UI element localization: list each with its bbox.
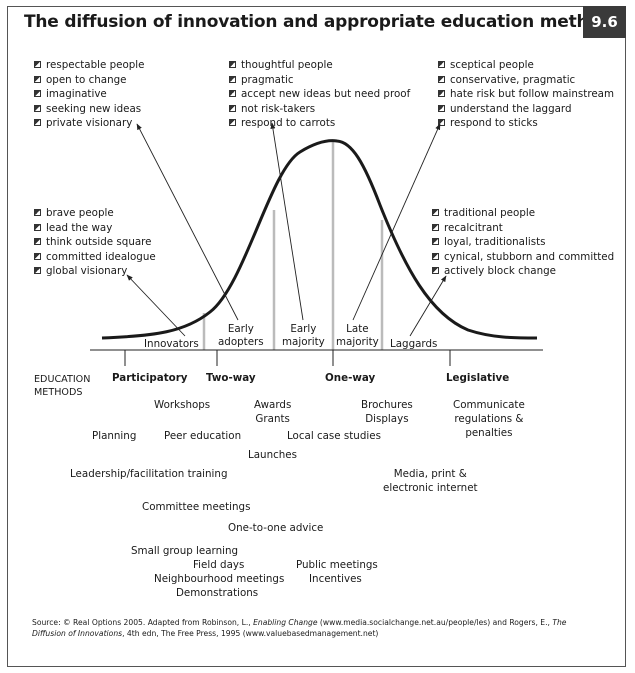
method-leadership-training: Leadership/facilitation training bbox=[70, 468, 228, 480]
source-book1: Enabling Change bbox=[253, 618, 318, 627]
trait-item: private visionary bbox=[33, 116, 145, 131]
method-media-line2: electronic internet bbox=[383, 482, 478, 494]
method-committee-meetings: Committee meetings bbox=[142, 501, 251, 513]
arrow-laggards bbox=[409, 275, 447, 337]
trait-item: pragmatic bbox=[228, 73, 410, 88]
education-label-line1: EDUCATION bbox=[34, 374, 91, 385]
method-media-line1: Media, print & bbox=[393, 468, 467, 480]
trait-item: actively block change bbox=[431, 264, 614, 279]
method-communicate-line1: Communicate bbox=[453, 399, 525, 411]
segment-early-adopters: Early adopters bbox=[218, 323, 264, 349]
arrow-late-majority bbox=[352, 123, 441, 321]
source-prefix: Source: © Real Options 2005. Adapted fro… bbox=[32, 618, 254, 627]
segment-early-majority-line2: majority bbox=[282, 336, 325, 348]
trait-item: recalcitrant bbox=[431, 221, 614, 236]
method-brochures-displays: Brochures Displays bbox=[361, 398, 413, 426]
method-displays: Displays bbox=[365, 413, 409, 425]
arrow-innovators bbox=[126, 274, 186, 337]
trait-item: imaginative bbox=[33, 87, 145, 102]
trait-item: not risk-takers bbox=[228, 102, 410, 117]
method-local-case-studies: Local case studies bbox=[287, 430, 381, 442]
trait-item: traditional people bbox=[431, 206, 614, 221]
source-mid: (www.media.socialchange.net.au/people/le… bbox=[317, 618, 553, 627]
method-one-to-one-advice: One-to-one advice bbox=[228, 522, 324, 534]
trait-item: respond to carrots bbox=[228, 116, 410, 131]
trait-item: open to change bbox=[33, 73, 145, 88]
method-field-days: Field days bbox=[193, 559, 245, 571]
trait-item: committed idealogue bbox=[33, 250, 156, 265]
trait-item: seeking new ideas bbox=[33, 102, 145, 117]
segment-late-majority-line1: Late bbox=[346, 323, 369, 335]
trait-item: think outside square bbox=[33, 235, 156, 250]
segment-early-adopters-line2: adopters bbox=[218, 336, 264, 348]
category-legislative: Legislative bbox=[446, 372, 510, 384]
method-demonstrations: Demonstrations bbox=[176, 587, 259, 599]
trait-item: hate risk but follow mainstream bbox=[437, 87, 614, 102]
bell-curve bbox=[101, 139, 538, 340]
arrow-early-majority bbox=[270, 122, 304, 321]
trait-item: lead the way bbox=[33, 221, 156, 236]
method-media: Media, print & electronic internet bbox=[383, 467, 478, 495]
segment-laggards: Laggards bbox=[390, 338, 438, 350]
method-public-meetings: Public meetings bbox=[296, 559, 378, 571]
category-two-way: Two-way bbox=[206, 372, 256, 384]
method-awards-grants: Awards Grants bbox=[254, 398, 291, 426]
trait-item: conservative, pragmatic bbox=[437, 73, 614, 88]
trait-item: sceptical people bbox=[437, 58, 614, 73]
traits-top-right: sceptical people conservative, pragmatic… bbox=[437, 58, 614, 131]
method-peer-education: Peer education bbox=[164, 430, 242, 442]
figure-title: The diffusion of innovation and appropri… bbox=[24, 12, 622, 32]
traits-top-left: respectable people open to change imagin… bbox=[33, 58, 145, 131]
segment-early-majority-line1: Early bbox=[290, 323, 317, 335]
method-workshops: Workshops bbox=[154, 399, 211, 411]
method-neighbourhood-meetings: Neighbourhood meetings bbox=[154, 573, 285, 585]
trait-item: cynical, stubborn and committed bbox=[431, 250, 614, 265]
category-one-way: One-way bbox=[325, 372, 376, 384]
category-participatory: Participatory bbox=[112, 372, 188, 384]
method-communicate-regulations: Communicate regulations & penalties bbox=[453, 398, 525, 440]
segment-innovators: Innovators bbox=[144, 338, 199, 350]
source-suffix: , 4th edn, The Free Press, 1995 (www.val… bbox=[122, 629, 379, 638]
source-note: Source: © Real Options 2005. Adapted fro… bbox=[32, 617, 602, 639]
figure-number-badge: 9.6 bbox=[583, 6, 626, 38]
trait-item: loyal, traditionalists bbox=[431, 235, 614, 250]
method-grants: Grants bbox=[255, 413, 290, 425]
traits-mid-left: brave people lead the way think outside … bbox=[33, 206, 156, 279]
education-methods-label: EDUCATION METHODS bbox=[34, 373, 90, 399]
traits-top-center: thoughtful people pragmatic accept new i… bbox=[228, 58, 410, 131]
figure-frame bbox=[7, 6, 626, 667]
method-awards: Awards bbox=[254, 399, 292, 411]
method-brochures: Brochures bbox=[361, 399, 413, 411]
segment-late-majority-line2: majority bbox=[336, 336, 379, 348]
segment-late-majority: Late majority bbox=[336, 323, 379, 349]
trait-item: understand the laggard bbox=[437, 102, 614, 117]
method-communicate-line2: regulations & bbox=[454, 413, 524, 425]
trait-item: brave people bbox=[33, 206, 156, 221]
segment-early-majority: Early majority bbox=[282, 323, 325, 349]
method-planning: Planning bbox=[92, 430, 137, 442]
source-book2: The Diffusion of Innovations bbox=[32, 618, 567, 638]
traits-mid-right: traditional people recalcitrant loyal, t… bbox=[431, 206, 614, 279]
education-label-line2: METHODS bbox=[34, 387, 83, 398]
method-incentives: Incentives bbox=[309, 573, 362, 585]
trait-item: respectable people bbox=[33, 58, 145, 73]
method-launches: Launches bbox=[248, 449, 297, 461]
trait-item: thoughtful people bbox=[228, 58, 410, 73]
method-communicate-line3: penalties bbox=[465, 427, 513, 439]
trait-item: global visionary bbox=[33, 264, 156, 279]
arrow-early-adopters bbox=[136, 123, 239, 321]
trait-item: accept new ideas but need proof bbox=[228, 87, 410, 102]
trait-item: respond to sticks bbox=[437, 116, 614, 131]
segment-early-adopters-line1: Early bbox=[227, 323, 254, 335]
method-small-group-learning: Small group learning bbox=[131, 545, 239, 557]
